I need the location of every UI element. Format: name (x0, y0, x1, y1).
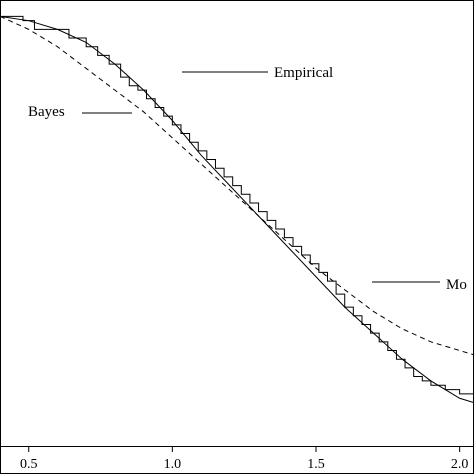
x-ticks: 0.5 1.0 1.5 2.0 (20, 446, 468, 472)
annotation-mo: Mo (446, 277, 467, 293)
dashed-curve (0, 15, 474, 356)
x-tick-label-1.0: 1.0 (164, 457, 182, 472)
solid-curve (0, 15, 474, 404)
x-tick-label-0.5: 0.5 (20, 457, 38, 472)
step-curve (0, 15, 474, 395)
annotation-empirical: Empirical (274, 65, 333, 81)
annotation-bayes: Bayes (28, 104, 65, 120)
annotations: Empirical Bayes Mo (28, 65, 467, 293)
x-tick-label-2.0: 2.0 (451, 457, 469, 472)
x-tick-label-1.5: 1.5 (307, 457, 325, 472)
